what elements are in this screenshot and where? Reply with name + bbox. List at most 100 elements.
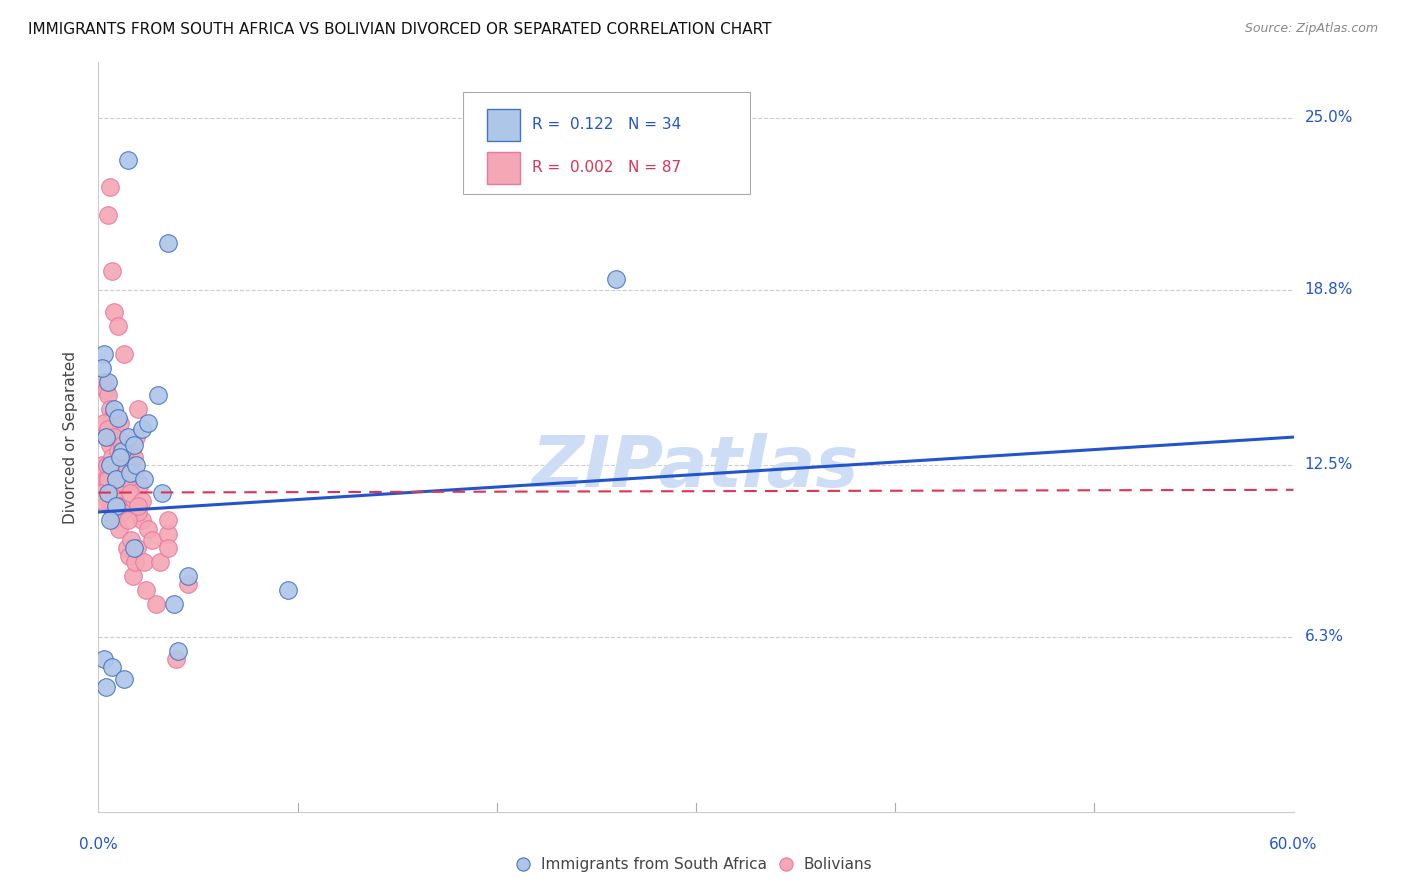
- Point: [107, 430, 129, 444]
- Point: [97, 388, 120, 402]
- Text: 12.5%: 12.5%: [1305, 458, 1353, 473]
- Point: [114, 444, 136, 458]
- Point: [127, 505, 149, 519]
- Point: [131, 494, 153, 508]
- Point: [103, 305, 125, 319]
- Point: [91, 360, 114, 375]
- Point: [134, 555, 156, 569]
- Point: [149, 555, 172, 569]
- Point: [103, 422, 125, 436]
- Point: [107, 500, 129, 514]
- Point: [131, 422, 153, 436]
- Point: [129, 477, 152, 491]
- Point: [94, 485, 117, 500]
- Point: [117, 153, 139, 167]
- Point: [124, 438, 146, 452]
- Point: [124, 541, 146, 555]
- Point: [110, 450, 132, 464]
- Point: [93, 375, 115, 389]
- Point: [97, 375, 120, 389]
- Point: [157, 513, 180, 527]
- Point: [124, 555, 146, 569]
- Point: [94, 806, 117, 821]
- Point: [103, 513, 125, 527]
- Text: 18.8%: 18.8%: [1305, 283, 1353, 298]
- Point: [105, 458, 128, 472]
- Text: 6.3%: 6.3%: [1305, 630, 1344, 644]
- FancyBboxPatch shape: [486, 153, 520, 184]
- Point: [110, 450, 132, 464]
- Point: [112, 477, 135, 491]
- Point: [101, 450, 124, 464]
- Point: [145, 597, 167, 611]
- FancyBboxPatch shape: [463, 93, 749, 194]
- Point: [136, 522, 159, 536]
- Point: [101, 263, 124, 277]
- Point: [125, 458, 148, 472]
- Point: [124, 450, 146, 464]
- Point: [93, 652, 115, 666]
- Text: 25.0%: 25.0%: [1305, 111, 1353, 126]
- Point: [122, 569, 145, 583]
- Point: [105, 500, 128, 514]
- Point: [127, 402, 149, 417]
- Point: [157, 527, 180, 541]
- Point: [98, 513, 122, 527]
- Point: [110, 500, 132, 514]
- Point: [277, 582, 299, 597]
- Point: [120, 458, 142, 472]
- Point: [96, 680, 118, 694]
- Point: [136, 416, 159, 430]
- Point: [115, 458, 138, 472]
- Point: [96, 458, 118, 472]
- Point: [157, 541, 180, 555]
- Point: [97, 472, 120, 486]
- Text: R =  0.122   N = 34: R = 0.122 N = 34: [533, 117, 682, 131]
- Point: [112, 672, 135, 686]
- Point: [93, 347, 115, 361]
- Point: [135, 582, 157, 597]
- Point: [131, 513, 153, 527]
- Point: [104, 485, 127, 500]
- Point: [101, 485, 124, 500]
- Point: [101, 410, 124, 425]
- Point: [111, 505, 134, 519]
- Point: [100, 494, 122, 508]
- Text: IMMIGRANTS FROM SOUTH AFRICA VS BOLIVIAN DIVORCED OR SEPARATED CORRELATION CHART: IMMIGRANTS FROM SOUTH AFRICA VS BOLIVIAN…: [28, 22, 772, 37]
- Point: [91, 458, 114, 472]
- Point: [98, 180, 122, 194]
- Point: [118, 549, 141, 564]
- Point: [157, 235, 180, 250]
- Point: [124, 466, 146, 480]
- Point: [98, 485, 121, 500]
- Point: [605, 272, 627, 286]
- Point: [93, 466, 115, 480]
- Point: [112, 347, 135, 361]
- Point: [96, 472, 118, 486]
- Point: [97, 208, 120, 222]
- Point: [98, 438, 122, 452]
- Point: [120, 466, 142, 480]
- Point: [163, 597, 186, 611]
- Point: [111, 444, 134, 458]
- Y-axis label: Divorced or Separated: Divorced or Separated: [63, 351, 77, 524]
- Point: [107, 319, 129, 334]
- Point: [120, 485, 142, 500]
- Point: [165, 652, 187, 666]
- Point: [127, 541, 149, 555]
- Point: [103, 430, 125, 444]
- Point: [105, 472, 128, 486]
- Text: 0.0%: 0.0%: [79, 837, 118, 852]
- Point: [110, 416, 132, 430]
- Point: [141, 533, 163, 547]
- Point: [177, 569, 200, 583]
- Point: [111, 438, 134, 452]
- Point: [103, 500, 125, 514]
- Point: [91, 494, 114, 508]
- Point: [98, 458, 122, 472]
- Point: [97, 422, 120, 436]
- Text: 60.0%: 60.0%: [1270, 837, 1317, 852]
- Point: [167, 644, 190, 658]
- Point: [115, 450, 138, 464]
- Text: ZIPatlas: ZIPatlas: [533, 433, 859, 501]
